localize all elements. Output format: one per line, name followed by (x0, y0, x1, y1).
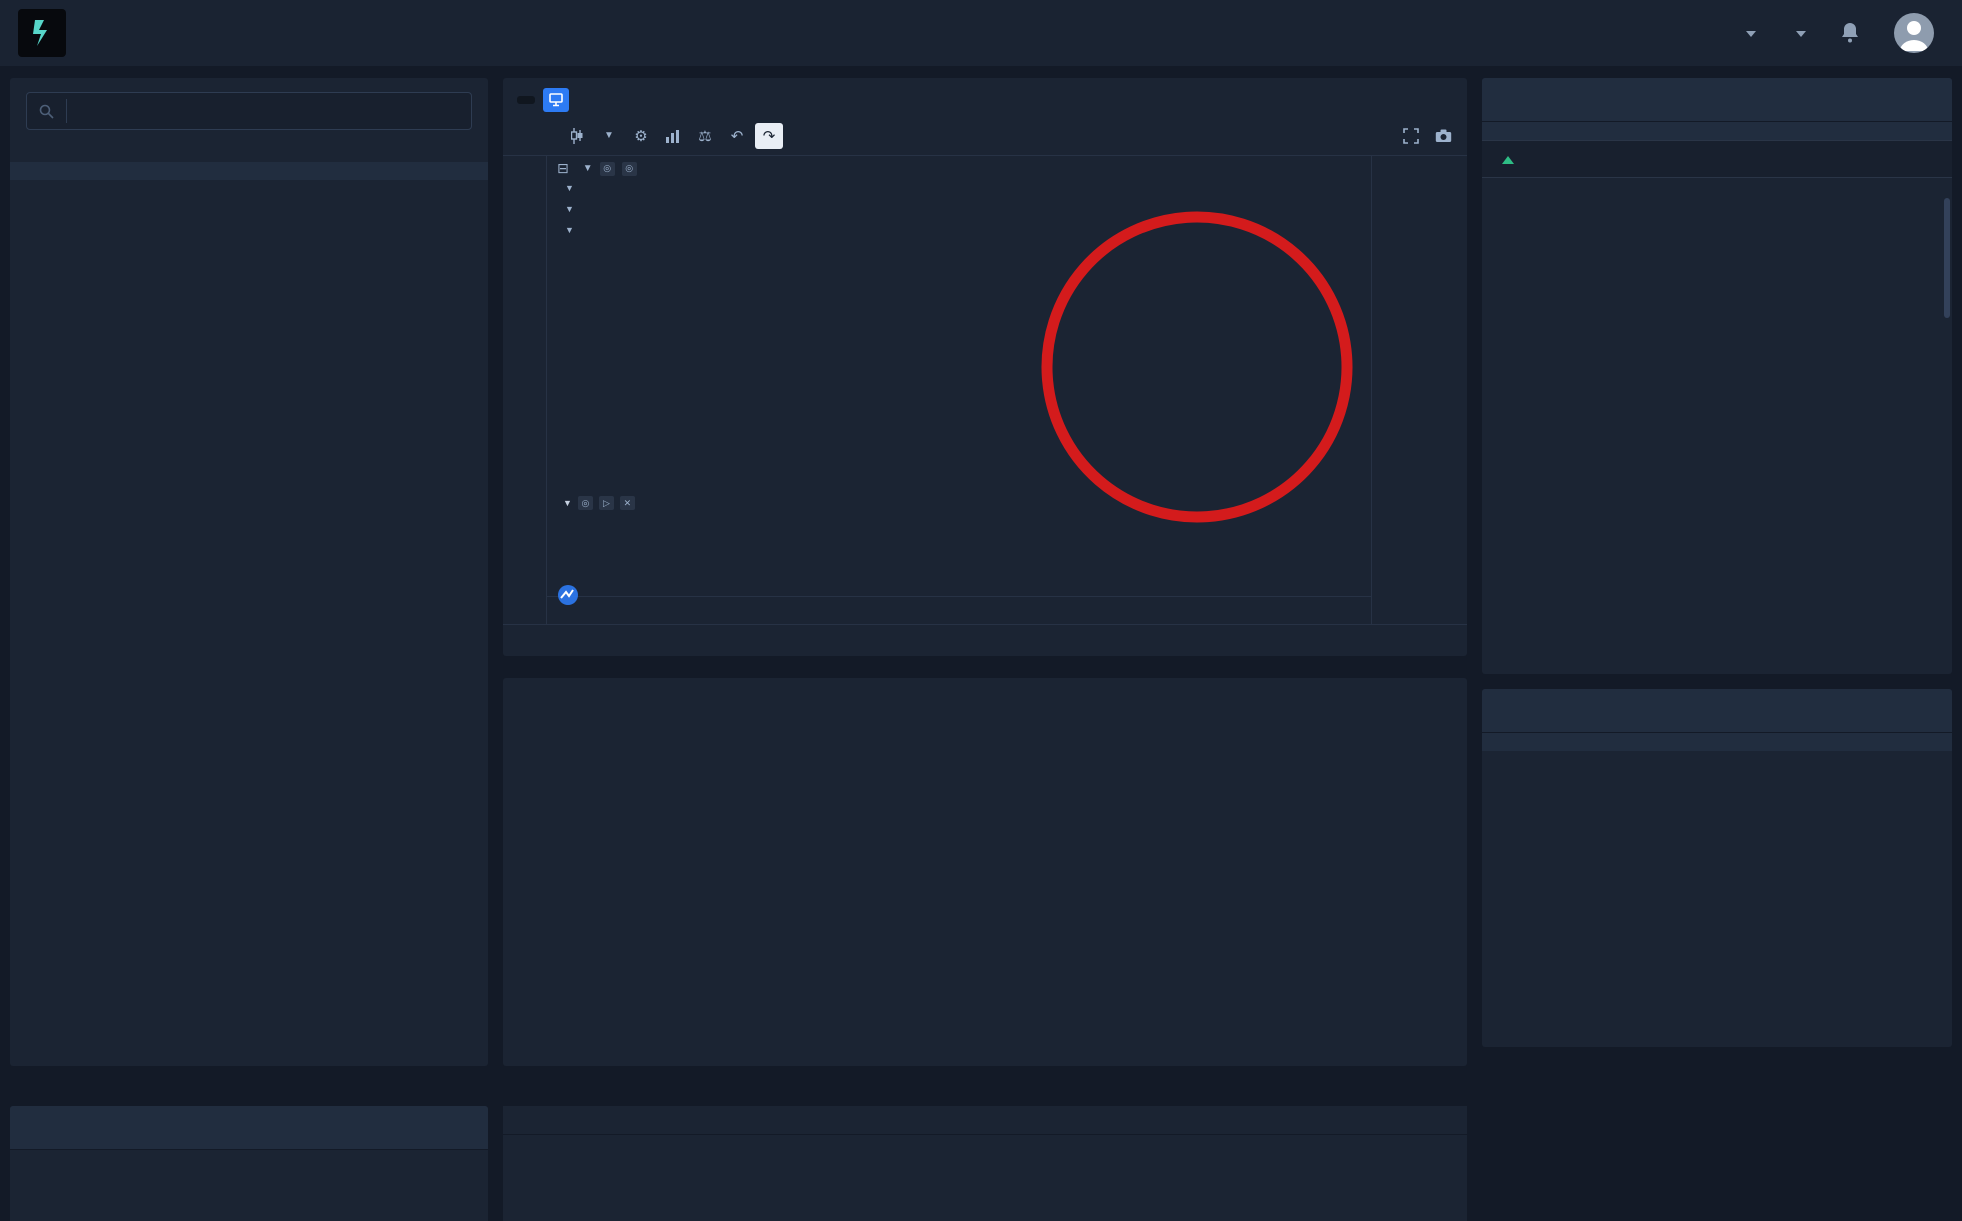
monitor-icon (549, 93, 563, 107)
ma30-legend: ▼ (565, 225, 574, 235)
news-panel-title (10, 1106, 488, 1150)
legend-icon-a[interactable]: ◎ (599, 161, 615, 176)
indicators-icon[interactable] (659, 123, 687, 149)
ma10-legend: ▼ (565, 204, 574, 214)
theme-screen-button[interactable] (543, 88, 569, 112)
time-axis[interactable] (547, 596, 1371, 624)
recent-trades-header (1482, 733, 1952, 751)
recent-trades-panel (1482, 689, 1952, 1047)
user-avatar[interactable] (1894, 13, 1934, 53)
market-list-panel (10, 78, 488, 1066)
search-icon (27, 99, 67, 123)
price-axis[interactable] (1371, 156, 1459, 624)
volume-legend: ▼ ◎ ▷ ✕ (557, 496, 647, 510)
recent-trades-title (1482, 689, 1952, 733)
orders-tabs (503, 1106, 1467, 1135)
camera-snapshot-icon[interactable] (1429, 123, 1457, 149)
chevron-down-icon[interactable]: ▼ (582, 163, 593, 174)
redo-icon[interactable]: ↷ (755, 122, 783, 149)
theme-dark-button[interactable] (517, 96, 535, 104)
candlestick-chart[interactable] (547, 156, 1371, 492)
chevron-down-icon (1796, 30, 1806, 37)
symbol-legend: ⊟ ▼ ◎ ◎ (557, 160, 644, 177)
volume-chart[interactable] (547, 492, 1371, 596)
last-price-block (1482, 140, 1952, 178)
open-orders-panel (503, 1106, 1467, 1221)
chart-panel: ▼ ⚙ ⚖ ↶ ↷ (503, 78, 1467, 656)
volume-icon-c[interactable]: ✕ (619, 496, 635, 510)
language-selector[interactable] (1740, 25, 1756, 42)
search-input[interactable] (67, 102, 471, 120)
tradingview-logo[interactable] (557, 584, 585, 606)
wallet-menu[interactable] (1790, 25, 1806, 42)
ma5-legend: ▼ (565, 183, 574, 193)
volume-icon-a[interactable]: ◎ (577, 496, 593, 510)
orderbook-panel (1482, 78, 1952, 674)
orderbook-header (1482, 122, 1952, 140)
scrollbar[interactable] (1944, 198, 1950, 318)
last-price-value (1502, 149, 1932, 169)
top-right-controls (1740, 13, 1934, 53)
chart-bottom-toolbar (503, 624, 1467, 656)
undo-icon[interactable]: ↶ (730, 127, 744, 145)
chart-toolbar: ▼ ⚙ ⚖ ↶ ↷ (503, 116, 1467, 156)
search-bar (26, 92, 472, 130)
chart-theme-row (503, 78, 1467, 116)
exchange-logo[interactable] (18, 9, 66, 57)
candle-style-icon[interactable] (563, 123, 591, 149)
top-navigation-bar (0, 0, 1962, 66)
fullscreen-icon[interactable] (1397, 123, 1425, 149)
center-column: ▼ ⚙ ⚖ ↶ ↷ (503, 78, 1467, 1221)
volume-icon-b[interactable]: ▷ (598, 496, 614, 510)
industry-news-panel (10, 1106, 488, 1221)
trade-panel (503, 678, 1467, 1066)
orderbook-title (1482, 78, 1952, 122)
chart-plot-area[interactable]: ⊟ ▼ ◎ ◎ ▼ ▼ ▼ ▼ ◎ ▷ ✕ (547, 156, 1371, 624)
market-table-header (10, 162, 488, 180)
left-column (10, 78, 488, 1221)
drawing-toolbar (503, 156, 547, 624)
main-layout: ▼ ⚙ ⚖ ↶ ↷ (0, 66, 1962, 1221)
settings-gear-icon[interactable]: ⚙ (634, 127, 648, 145)
right-column (1482, 78, 1952, 1047)
notification-bell-icon[interactable] (1840, 21, 1860, 46)
chevron-down-icon[interactable]: ▼ (604, 130, 614, 141)
logo-icon (33, 20, 47, 46)
order-type-tabs (521, 692, 1449, 710)
legend-icon-b[interactable]: ◎ (621, 161, 637, 176)
market-quote-tabs (10, 134, 488, 162)
chevron-down-icon (1746, 30, 1756, 37)
up-arrow-icon (1502, 156, 1514, 164)
compare-scales-icon[interactable]: ⚖ (698, 127, 712, 145)
collapse-icon[interactable]: ⊟ (557, 160, 569, 176)
chart-body: ⊟ ▼ ◎ ◎ ▼ ▼ ▼ ▼ ◎ ▷ ✕ (503, 156, 1467, 624)
